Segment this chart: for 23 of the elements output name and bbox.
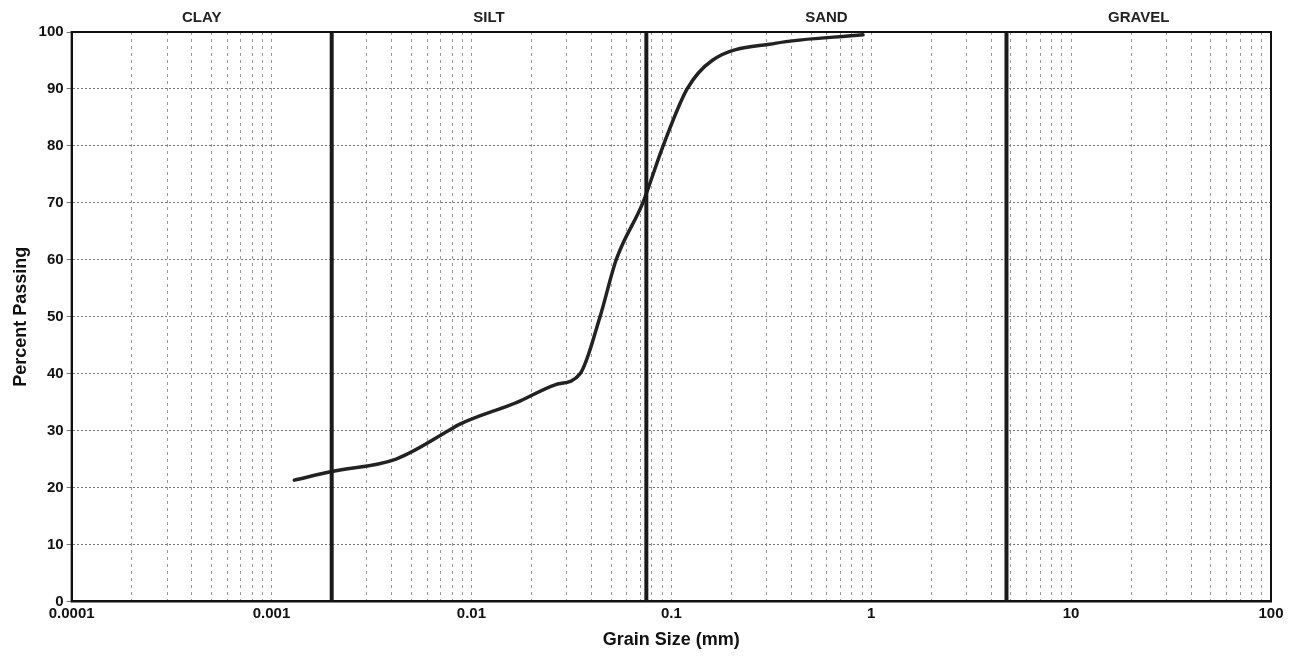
x-axis-title: Grain Size (mm) (602, 629, 740, 650)
y-axis-title: Percent Passing (9, 246, 30, 387)
y-tick-label: 60 (46, 249, 64, 267)
y-tick-label: 30 (46, 420, 64, 438)
text: SILT (473, 8, 505, 26)
y-tick-label: 90 (46, 79, 64, 97)
y-tick-label: 0 (55, 591, 64, 609)
y-tick-label: 10 (46, 534, 64, 552)
y-tick-label: 40 (46, 363, 64, 381)
y-tick-label: 70 (46, 192, 64, 210)
text: SAND (805, 8, 848, 26)
x-tick-label: 100 (1258, 603, 1284, 621)
y-tick-label: 20 (46, 477, 64, 495)
y-tick-label: 80 (46, 136, 64, 154)
y-tick-label: 50 (46, 306, 64, 324)
text: CLAY (181, 8, 222, 26)
y-tick-label: 100 (38, 22, 64, 40)
x-tick-label: 0.001 (252, 603, 291, 621)
x-tick-label: 1 (867, 603, 876, 621)
x-tick-label: 0.1 (660, 603, 682, 621)
x-tick-label: 10 (1062, 603, 1080, 621)
x-tick-label: 0.01 (456, 603, 487, 621)
text: GRAVEL (1108, 8, 1170, 26)
